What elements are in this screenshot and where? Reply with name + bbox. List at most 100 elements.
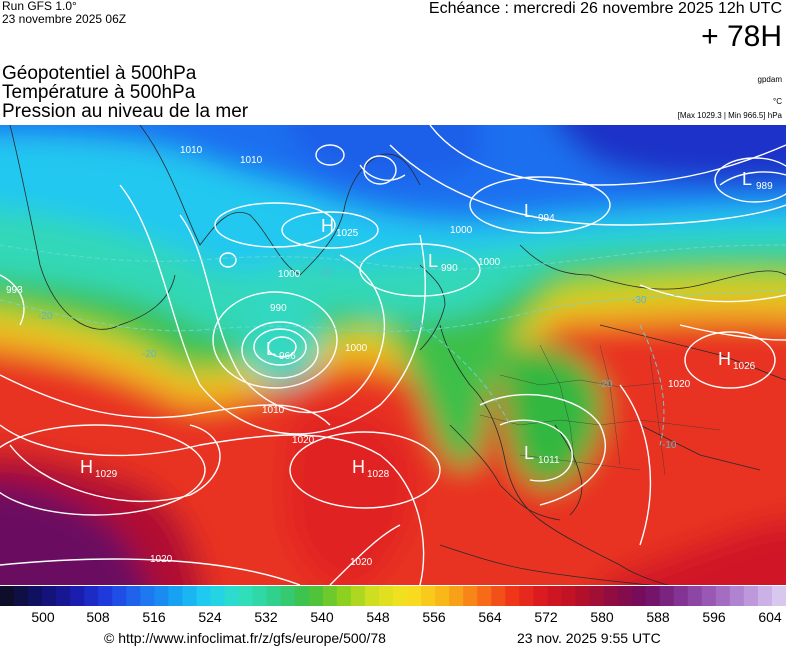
scale-cell — [182, 586, 197, 606]
scale-cell — [350, 586, 366, 606]
scale-cell — [266, 586, 282, 606]
scale-cell — [729, 586, 745, 606]
scale-cell — [645, 586, 661, 606]
scale-cell — [336, 586, 352, 606]
field-temperature: Température à 500hPa — [2, 82, 196, 103]
pressure-range: [Max 1029.3 | Min 966.5] hPa — [677, 111, 782, 120]
scale-tick: 508 — [86, 609, 110, 625]
scale-tick: 556 — [422, 609, 446, 625]
isotherms — [0, 244, 786, 446]
svg-text:L: L — [524, 443, 534, 463]
isobar-label: 1000 — [450, 225, 473, 236]
svg-text:H: H — [718, 349, 731, 369]
svg-text:1025: 1025 — [336, 228, 359, 239]
scale-cell — [659, 586, 675, 606]
scale-cell — [449, 586, 464, 606]
svg-text:L: L — [266, 339, 276, 359]
scale-cell — [294, 586, 310, 606]
isobar-label: 1020 — [350, 557, 373, 568]
scale-tick: 564 — [478, 609, 502, 625]
isobar-label: 1000 — [278, 269, 301, 280]
scale-cell — [308, 586, 324, 606]
isotherm-label: -20 — [598, 379, 613, 390]
scale-cell — [561, 586, 576, 606]
scale-cell — [0, 586, 15, 606]
isobar-label: 1020 — [668, 379, 691, 390]
scale-cell — [701, 586, 717, 606]
unit-geopotential: gpdam — [757, 75, 782, 84]
pressure-center-high: H 1029 — [80, 457, 118, 480]
isotherm-label: -20 — [408, 320, 423, 331]
isobar-label: 1010 — [240, 155, 263, 166]
svg-text:989: 989 — [756, 181, 773, 192]
svg-text:L: L — [428, 251, 438, 271]
scale-cell — [70, 586, 85, 606]
svg-text:H: H — [80, 457, 93, 477]
scale-tick: 572 — [534, 609, 558, 625]
source-url[interactable]: © http://www.infoclimat.fr/z/gfs/europe/… — [104, 630, 386, 646]
scale-cell — [435, 586, 450, 606]
svg-text:994: 994 — [538, 213, 555, 224]
forecast-valid-time: Echéance : mercredi 26 novembre 2025 12h… — [428, 0, 782, 17]
scale-cell — [463, 586, 478, 606]
isobar-label: 1000 — [478, 257, 501, 268]
scale-cell — [477, 586, 492, 606]
run-date: 23 novembre 2025 06Z — [2, 12, 127, 26]
pressure-center-low: L 990 — [428, 251, 458, 274]
scale-cell — [603, 586, 618, 606]
geopotential-field — [0, 125, 786, 585]
pressure-center-low: L 994 — [524, 201, 555, 224]
color-scale — [0, 586, 786, 606]
scale-cell — [491, 586, 506, 606]
scale-cell — [617, 586, 633, 606]
generation-timestamp: 23 nov. 2025 9:55 UTC — [517, 630, 661, 646]
scale-cell — [322, 586, 338, 606]
scale-cell — [505, 586, 520, 606]
scale-cell — [238, 586, 254, 606]
isotherm-label: -10 — [662, 440, 677, 451]
isobar-label: 1000 — [345, 343, 368, 354]
scale-tick: 548 — [366, 609, 390, 625]
scale-cell — [252, 586, 268, 606]
scale-cell — [407, 586, 422, 606]
scale-tick: 588 — [646, 609, 670, 625]
isotherm-label: -30 — [318, 267, 333, 278]
coastlines — [9, 125, 786, 585]
scale-cell — [224, 586, 240, 606]
scale-cell — [42, 586, 57, 606]
isobar-label: 1010 — [262, 405, 285, 416]
svg-text:L: L — [742, 169, 752, 189]
scale-cell — [757, 586, 773, 606]
scale-cell — [168, 586, 183, 606]
scale-cell — [112, 586, 127, 606]
svg-text:990: 990 — [441, 263, 458, 274]
scale-cell — [28, 586, 43, 606]
scale-cell — [421, 586, 436, 606]
isobar-label: 1020 — [292, 435, 315, 446]
scale-tick: 524 — [198, 609, 222, 625]
scale-cell — [84, 586, 99, 606]
isobar-label: 990 — [270, 303, 287, 314]
scale-cell — [673, 586, 689, 606]
weather-map: 1010 1010 1000 1000 1000 990 1000 1010 1… — [0, 125, 786, 585]
pressure-center-high: H 1025 — [321, 216, 359, 239]
scale-cell — [364, 586, 380, 606]
scale-tick: 540 — [310, 609, 334, 625]
scale-cell — [126, 586, 141, 606]
isobar-label: 1010 — [180, 145, 203, 156]
isobar-label: 1020 — [150, 554, 173, 565]
svg-text:1029: 1029 — [95, 469, 118, 480]
lead-time: + 78H — [701, 20, 782, 53]
scale-cell — [631, 586, 647, 606]
field-geopotential: Géopotentiel à 500hPa — [2, 63, 197, 84]
pressure-center-low: L 966 — [266, 339, 296, 362]
field-pressure: Pression au niveau de la mer — [2, 101, 249, 122]
scale-cell — [154, 586, 169, 606]
scale-tick: 604 — [758, 609, 782, 625]
unit-temperature: °C — [773, 97, 782, 106]
pressure-center-low: L 989 — [742, 169, 773, 192]
scale-tick: 532 — [254, 609, 278, 625]
isotherm-label: -20 — [38, 311, 53, 322]
borders — [479, 344, 721, 476]
scale-tick: 580 — [590, 609, 614, 625]
